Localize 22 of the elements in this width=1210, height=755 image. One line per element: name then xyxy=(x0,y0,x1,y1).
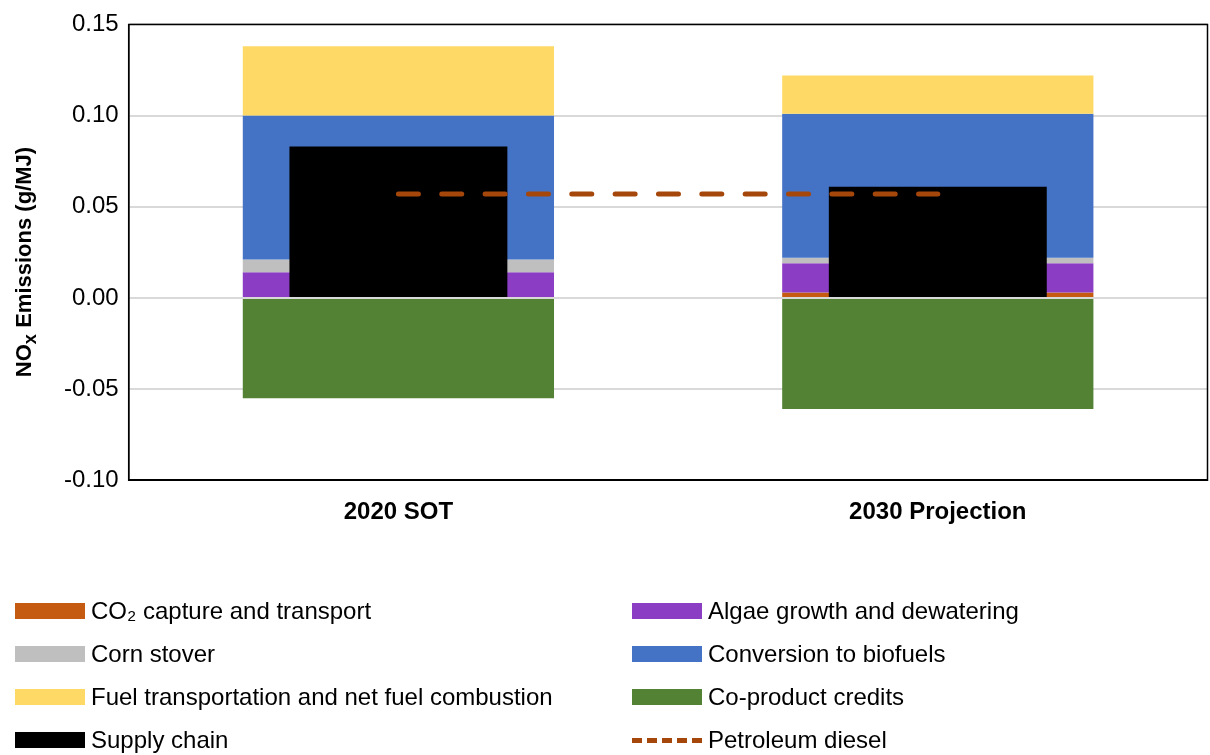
legend-label: Conversion to biofuels xyxy=(708,640,946,668)
y-tick-label: -0.05 xyxy=(64,373,119,401)
y-tick-label: 0.15 xyxy=(71,9,119,37)
legend-label: Corn stover xyxy=(91,640,216,668)
y-tick-label: 0.10 xyxy=(71,100,119,128)
legend-label: Fuel transportation and net fuel combustion xyxy=(91,683,553,711)
y-tick-label: 0.00 xyxy=(71,282,119,310)
legend-label: Algae growth and dewatering xyxy=(708,597,1019,625)
bar xyxy=(289,146,508,297)
bar xyxy=(782,75,1094,114)
legend-label: Co-product credits xyxy=(708,683,905,711)
y-tick-label: -0.10 xyxy=(64,464,119,492)
legend-label: Petroleum diesel xyxy=(708,726,887,754)
bar xyxy=(242,46,555,116)
bar xyxy=(828,186,1047,297)
x-tick-label: 2020 SOT xyxy=(343,497,454,525)
bar xyxy=(782,298,1094,410)
x-tick-label: 2030 Projection xyxy=(849,497,1027,525)
y-tick-label: 0.05 xyxy=(71,191,119,219)
legend-label: Supply chain xyxy=(91,726,229,754)
bar xyxy=(242,298,555,399)
legend-label: CO₂ capture and transport xyxy=(91,597,372,625)
